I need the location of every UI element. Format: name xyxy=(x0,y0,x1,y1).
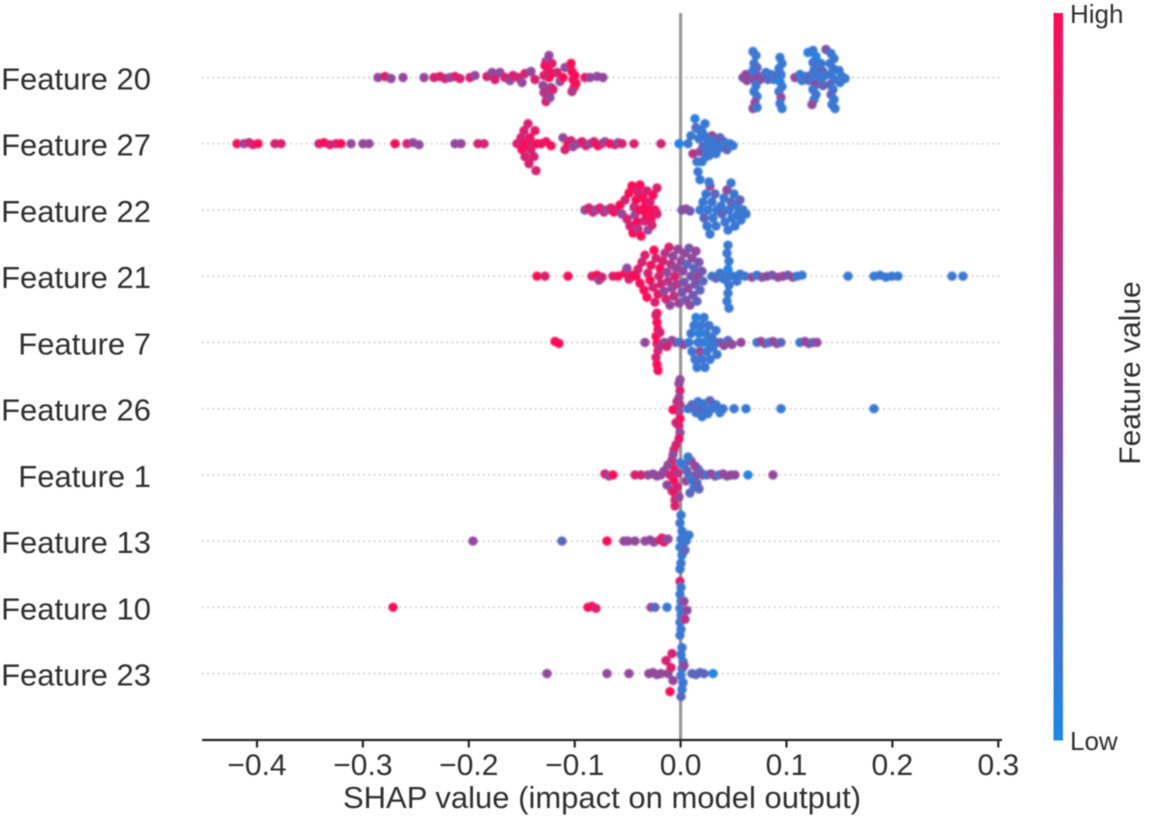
svg-text:−0.3: −0.3 xyxy=(333,749,392,782)
svg-text:Feature value: Feature value xyxy=(1114,281,1147,464)
svg-text:−0.1: −0.1 xyxy=(545,749,604,782)
svg-text:−0.4: −0.4 xyxy=(227,749,286,782)
svg-text:0.3: 0.3 xyxy=(977,749,1019,782)
svg-text:Feature 23: Feature 23 xyxy=(1,658,151,693)
svg-text:Feature 27: Feature 27 xyxy=(1,128,151,163)
svg-text:Feature 10: Feature 10 xyxy=(1,591,151,626)
svg-text:Low: Low xyxy=(1070,726,1118,756)
svg-text:0.1: 0.1 xyxy=(766,749,808,782)
svg-text:High: High xyxy=(1070,0,1123,29)
svg-text:0.0: 0.0 xyxy=(660,749,702,782)
svg-text:Feature 1: Feature 1 xyxy=(18,459,151,494)
svg-text:0.2: 0.2 xyxy=(872,749,914,782)
svg-text:Feature 26: Feature 26 xyxy=(1,393,151,428)
svg-text:Feature 7: Feature 7 xyxy=(18,326,151,361)
svg-text:SHAP value (impact on model ou: SHAP value (impact on model output) xyxy=(343,780,861,815)
svg-text:−0.2: −0.2 xyxy=(439,749,498,782)
svg-text:Feature 22: Feature 22 xyxy=(1,194,151,229)
svg-text:Feature 13: Feature 13 xyxy=(1,525,151,560)
svg-text:Feature 21: Feature 21 xyxy=(1,260,151,295)
svg-text:Feature 20: Feature 20 xyxy=(1,62,151,97)
